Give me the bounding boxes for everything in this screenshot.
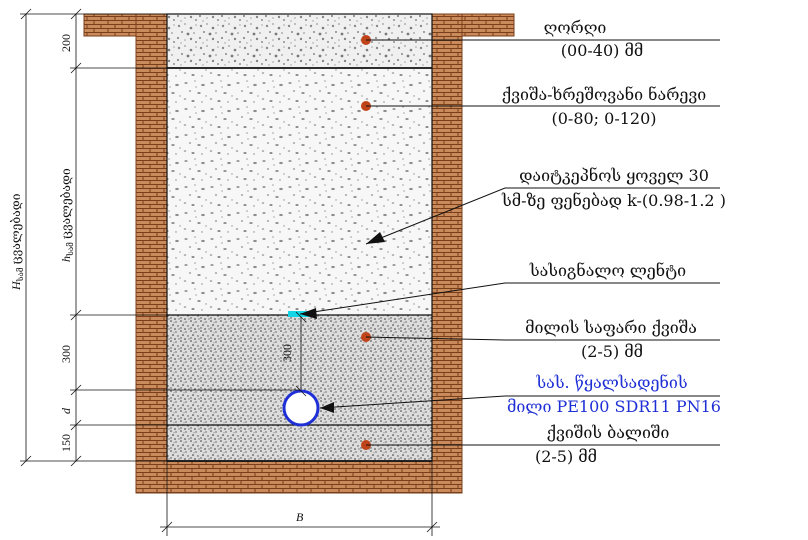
middle-layer-dim: hსამ ცვალებადი xyxy=(59,168,75,262)
compaction-line2: სმ-ზე ფენებად k-(0.98-1.2 ) xyxy=(501,191,726,210)
sand-gravel-label: ქვიშა-ხრეშოვანი ნარევი xyxy=(502,85,707,104)
bed-layer-dim: 150 xyxy=(59,434,73,452)
total-depth-dim: Hსამ ცვალებადი xyxy=(9,193,25,291)
inner-dimension: 300 xyxy=(280,311,307,397)
width-dimension xyxy=(160,461,440,536)
bed-sand-label: ქვიშის ბალიში xyxy=(547,423,670,442)
pipe-label-line1: სას. წყალსადენის xyxy=(535,373,687,392)
pipe-label-line2: მილი PE100 SDR11 PN16 xyxy=(507,397,721,416)
gravel-top-size: (00-40) მმ xyxy=(561,41,643,60)
sand-gravel-layer xyxy=(167,68,432,315)
leader-lines xyxy=(299,39,720,446)
fine-sand-size: (2-5) მმ xyxy=(581,342,643,361)
soil-layers xyxy=(166,13,433,462)
warning-tape-label: სასიგნალო ლენტი xyxy=(529,261,686,280)
cover-layer-dim: 300 xyxy=(59,345,73,363)
water-pipe xyxy=(282,389,320,427)
width-label: B xyxy=(296,510,304,524)
fine-sand-label: მილის საფარი ქვიშა xyxy=(525,318,697,337)
compaction-line1: დაიტკეპნოს ყოველ 30 xyxy=(519,166,709,185)
brick-walls xyxy=(83,13,515,494)
inner-depth-value: 300 xyxy=(280,344,294,362)
pipe-cover-sand-layer xyxy=(167,315,432,461)
warning-tape xyxy=(288,311,310,317)
leader-arrowheads xyxy=(300,232,385,413)
top-layer-dim: 200 xyxy=(59,34,73,52)
dimension-chain xyxy=(20,8,300,467)
gravel-top-layer xyxy=(167,14,432,68)
gravel-top-label: ღორღი xyxy=(544,18,607,37)
pipe-dia-dim: d xyxy=(59,407,73,414)
sand-gravel-size: (0-80; 0-120) xyxy=(551,109,656,128)
bed-sand-size: (2-5) მმ xyxy=(535,447,597,466)
